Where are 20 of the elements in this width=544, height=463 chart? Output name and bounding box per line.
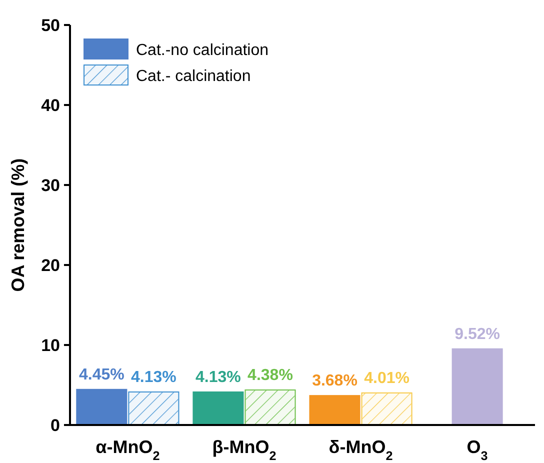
data-label: 4.13% [196,368,241,386]
x-tick-label: α-MnO$_{2}$ [96,437,160,463]
data-label: 9.52% [454,326,500,343]
data-label: 3.68% [312,372,358,390]
legend-label: Cat.- calcination [136,68,251,85]
y-axis-title: OA removal (%) [8,158,28,292]
y-tick-label: 40 [41,96,60,115]
y-tick-label: 50 [41,16,60,35]
y-tick-label: 10 [41,336,60,355]
data-label: 4.45% [78,366,124,384]
data-label: 4.13% [131,368,176,386]
y-tick-label: 20 [41,256,60,275]
x-tick-label: δ-MnO$_{2}$ [328,437,393,463]
y-tick-label: 0 [50,416,60,435]
data-label: 4.38% [248,366,293,384]
x-tick-label: O$_{3}$ [466,437,488,463]
data-label: 4.01% [364,370,410,387]
y-tick-label: 30 [41,176,60,195]
x-tick-label: β-MnO$_{2}$ [212,437,276,463]
legend-label: Cat.-no calcination [136,42,269,59]
